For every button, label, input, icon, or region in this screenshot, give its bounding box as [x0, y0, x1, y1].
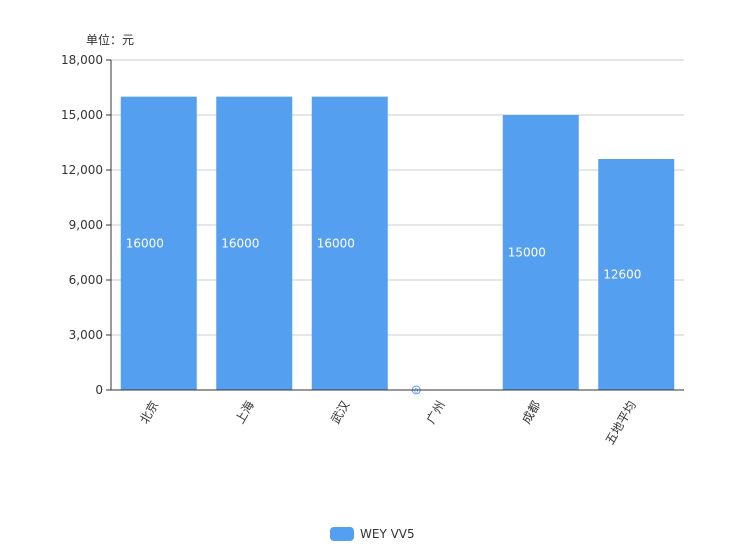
bar-value-label: 15000 [508, 246, 546, 260]
x-tick-label: 上海 [232, 398, 257, 426]
x-tick-label: 成都 [519, 399, 543, 427]
x-axis: 北京 上海 武汉 广州 成都 五地平均 [111, 389, 684, 448]
bars: 16000 16000 16000 0 15000 12600 [120, 96, 675, 395]
x-tick-label: 广州 [424, 399, 448, 427]
bar-value-label: 16000 [126, 236, 164, 250]
y-axis: 0 3,000 6,000 9,000 12,000 15,000 18,000 [61, 53, 112, 397]
bar [598, 159, 675, 390]
bar [311, 96, 388, 391]
x-tick-label: 武汉 [328, 399, 352, 427]
bar [502, 115, 579, 390]
legend[interactable]: WEY VV5 [330, 527, 415, 541]
y-tick-label: 3,000 [69, 328, 103, 342]
y-tick-label: 18,000 [61, 53, 103, 67]
gridlines [111, 59, 684, 336]
bar-value-label: 0 [414, 387, 418, 395]
y-tick-label: 12,000 [61, 163, 103, 177]
bar [120, 96, 197, 391]
legend-label: WEY VV5 [360, 527, 415, 541]
y-tick-label: 0 [95, 383, 103, 397]
y-tick-label: 6,000 [69, 273, 103, 287]
bar-value-label: 16000 [221, 236, 259, 250]
y-tick-label: 9,000 [69, 218, 103, 232]
bar-value-label: 12600 [603, 268, 641, 282]
x-tick-label: 北京 [137, 399, 161, 427]
bar-value-label: 16000 [317, 236, 355, 250]
y-tick-label: 15,000 [61, 108, 103, 122]
bar [216, 96, 293, 391]
x-tick-label: 五地平均 [603, 399, 639, 448]
legend-swatch [330, 527, 354, 541]
unit-label: 单位：元 [86, 33, 135, 47]
